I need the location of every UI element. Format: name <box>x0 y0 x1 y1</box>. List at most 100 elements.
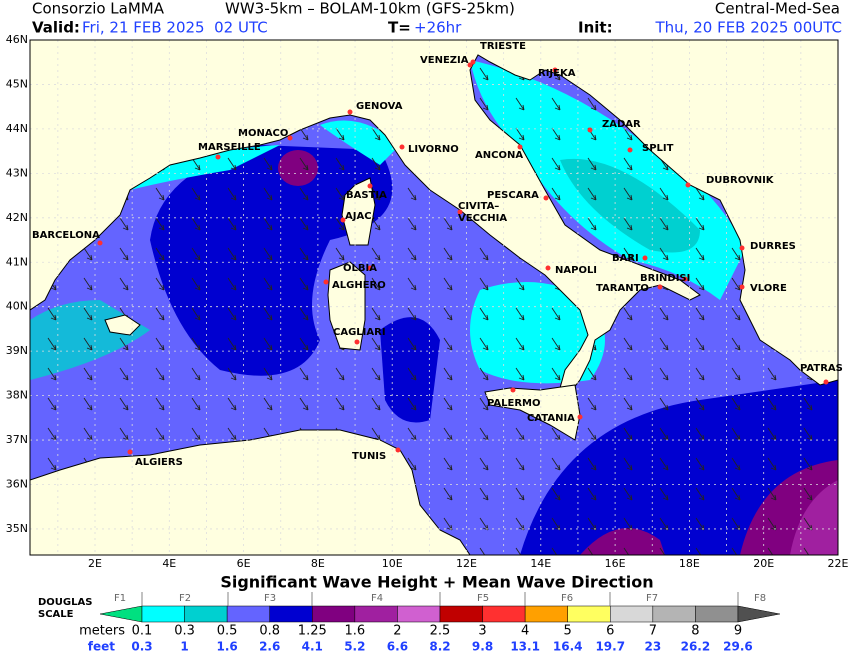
lon-label: 8E <box>311 557 325 570</box>
feet-value: 8.2 <box>429 640 450 654</box>
feet-value: 2.6 <box>259 640 280 654</box>
city-dot <box>627 147 633 153</box>
meters-value: 7 <box>649 624 657 639</box>
city-label: DUBROVNIK <box>706 175 775 186</box>
city-label: CIVITA– <box>458 201 499 212</box>
city-dot <box>642 255 648 261</box>
city-label: GENOVA <box>356 101 403 112</box>
city-label: BASTIA <box>346 190 387 201</box>
city-dot <box>467 62 473 68</box>
graticule <box>30 40 838 555</box>
city-dot <box>367 183 373 189</box>
colorbar-box <box>184 605 228 623</box>
city-label: TRIESTE <box>480 41 526 52</box>
feet-value: 16.4 <box>553 640 583 654</box>
meters-value: 2.5 <box>430 624 451 639</box>
douglas-label: F1 <box>114 593 126 604</box>
city-label: TUNIS <box>352 451 386 462</box>
city-label: VLORE <box>750 283 787 294</box>
t-label: T= <box>388 19 411 37</box>
balearics <box>104 314 141 336</box>
city-label: ZADAR <box>602 119 641 130</box>
city-dot <box>347 109 353 115</box>
city-dot <box>367 265 373 271</box>
corsica <box>341 177 376 246</box>
feet-value: 26.2 <box>681 640 711 654</box>
city-label: BARI <box>612 253 639 264</box>
douglas-label: F8 <box>754 593 766 604</box>
init-date: Thu, 20 FEB 2025 00UTC <box>655 19 843 37</box>
lat-label: 41N <box>6 255 28 268</box>
city-dot <box>657 284 663 290</box>
colorbar-box <box>482 605 526 623</box>
city-label: OLBIA <box>343 263 377 274</box>
feet-value: 6.6 <box>387 640 408 654</box>
init-label: Init: <box>578 19 613 37</box>
city-dot <box>215 154 221 160</box>
model: WW3-5km – BOLAM-10km (GFS-25km) <box>225 0 515 18</box>
land <box>30 40 838 555</box>
map <box>30 40 838 555</box>
city-dot <box>287 135 293 141</box>
colorbar-box <box>226 605 270 623</box>
city-dot <box>510 387 516 393</box>
city-label: CATANIA <box>527 413 575 424</box>
meters-value: 5 <box>564 624 572 639</box>
meters-value: 6 <box>606 624 614 639</box>
feet-value: 19.7 <box>595 640 625 654</box>
meters-value: 3 <box>478 624 486 639</box>
city-label: PALERMO <box>487 398 541 409</box>
colorbar-box <box>524 605 568 623</box>
lon-label: 6E <box>237 557 251 570</box>
t-value: +26hr <box>414 19 462 37</box>
colorbar-box <box>439 605 483 623</box>
city-dot <box>739 284 745 290</box>
city-dot <box>340 217 346 223</box>
city-label: ALGIERS <box>135 457 183 468</box>
colorbar-box <box>567 605 611 623</box>
city-dot <box>97 240 103 246</box>
meters-value: 1.6 <box>345 624 366 639</box>
city-dot <box>685 182 691 188</box>
colorbar-box <box>141 605 185 623</box>
douglas-label: F2 <box>179 593 191 604</box>
city-label: VENEZIA <box>420 55 469 66</box>
city-dot <box>823 379 829 385</box>
source: Consorzio LaMMA <box>32 0 165 18</box>
city-dot <box>517 144 523 150</box>
colorbar-high <box>737 605 781 623</box>
douglas-label: F6 <box>561 593 573 604</box>
colorbar-box <box>610 605 654 623</box>
lat-label: 40N <box>6 300 28 313</box>
feet-value: 13.1 <box>510 640 540 654</box>
city-label: TARANTO <box>596 283 649 294</box>
meters-value: 8 <box>691 624 699 639</box>
douglas-label: F7 <box>646 593 658 604</box>
valid-label: Valid: <box>32 19 80 37</box>
colorbar-low <box>99 605 143 623</box>
lon-label: 16E <box>605 557 626 570</box>
meters-value: 0.8 <box>259 624 280 639</box>
city-label: PATRAS <box>800 363 843 374</box>
feet-value: 23 <box>644 640 661 654</box>
lon-label: 10E <box>382 557 403 570</box>
colorbar-box <box>695 605 739 623</box>
lat-label: 35N <box>6 522 28 535</box>
douglas-label: F4 <box>371 593 383 604</box>
city-dot <box>682 276 688 282</box>
city-label: SPLIT <box>642 143 674 154</box>
city-label: ANCONA <box>475 150 523 161</box>
colorbar-box <box>354 605 398 623</box>
meters-value: 9 <box>734 624 742 639</box>
colorbar-box <box>269 605 313 623</box>
meters-value: 1.25 <box>298 624 327 639</box>
lon-label: 20E <box>753 557 774 570</box>
lat-label: 36N <box>6 478 28 491</box>
city-label: DURRES <box>750 241 796 252</box>
city-label: CAGLIARI <box>333 327 386 338</box>
feet-value: 4.1 <box>302 640 323 654</box>
lat-label: 37N <box>6 433 28 446</box>
city-label: AJAC. <box>345 211 375 222</box>
city-dot <box>395 447 401 453</box>
